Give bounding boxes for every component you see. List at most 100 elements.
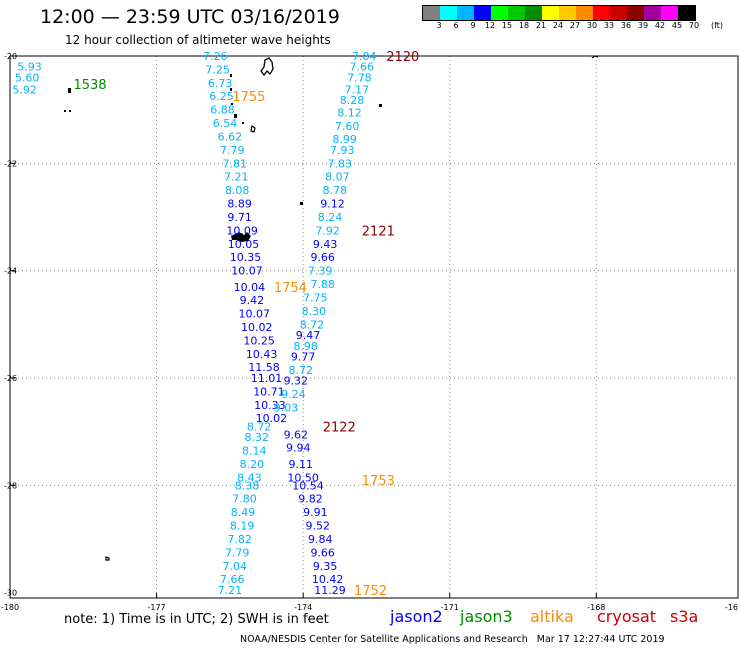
subtitle: 12 hour collection of altimeter wave hei… xyxy=(65,33,331,47)
colorbar-swatch xyxy=(457,6,474,20)
wave-height-label: 8.99 xyxy=(332,133,357,146)
wave-height-label: 7.88 xyxy=(310,278,335,291)
credit-text: NOAA/NESDIS Center for Satellite Applica… xyxy=(240,634,665,645)
wave-height-label: 10.71 xyxy=(253,385,285,398)
wave-height-label: 7.79 xyxy=(220,144,245,157)
wave-height-label: 10.35 xyxy=(230,251,262,264)
wave-height-label: 10.04 xyxy=(234,281,266,294)
wave-height-label: 11.29 xyxy=(314,584,346,597)
island-shape xyxy=(231,103,233,105)
wave-height-label: 9.66 xyxy=(310,251,335,264)
lat-tick-label: -28 xyxy=(4,481,17,490)
colorbar-swatch xyxy=(678,6,695,20)
wave-height-label: 8.24 xyxy=(318,211,343,224)
axis-labels: -20 -22 -24 -26 -28 -30 -180 -177 -174 -171 -168 -1… xyxy=(1,52,738,612)
wave-height-readings: 5.935.605.92 7.267.256.736.256.886.546.62… xyxy=(12,50,376,597)
island-shape xyxy=(260,57,274,77)
colorbar-swatch xyxy=(627,6,644,20)
island-shape xyxy=(68,88,71,93)
wave-height-label: 8.43 xyxy=(237,471,262,484)
lat-tick-label: -20 xyxy=(4,52,17,61)
page-title: 12:00 — 23:59 UTC 03/16/2019 xyxy=(40,6,340,28)
colorbar-label: 9 xyxy=(470,21,476,30)
wave-height-label: 7.66 xyxy=(220,573,245,586)
colorbar-label: 12 xyxy=(484,21,496,30)
wave-height-label: 8.89 xyxy=(227,198,252,211)
colorbar-swatch xyxy=(440,6,457,20)
map-border xyxy=(9,55,739,599)
grid-lines xyxy=(10,56,738,598)
land-outlines xyxy=(64,55,599,561)
colorbar-label: 42 xyxy=(654,21,666,30)
wave-height-label: 8.28 xyxy=(340,94,365,107)
wave-height-label: 10.09 xyxy=(226,224,258,237)
wave-height-label: 9.32 xyxy=(284,375,309,388)
wave-height-label: 6.62 xyxy=(218,130,243,143)
lon-tick-label: -177 xyxy=(147,603,165,612)
wave-height-label: 8.78 xyxy=(323,184,348,197)
wave-height-label: 5.92 xyxy=(12,83,37,96)
wave-height-label: 10.07 xyxy=(239,308,271,321)
wave-height-label: 11.01 xyxy=(251,372,283,385)
wave-height-label: 8.72 xyxy=(247,420,272,433)
legend-entry-s3a: s3a xyxy=(670,607,699,626)
lat-tick-label: -30 xyxy=(4,589,17,598)
wave-height-label: 8.72 xyxy=(300,318,325,331)
wave-height-label: 7.78 xyxy=(347,71,372,84)
colorbar-swatch xyxy=(576,6,593,20)
wave-height-label: 8.19 xyxy=(230,520,255,533)
wave-height-label: 9.24 xyxy=(281,388,306,401)
colorbar-swatch xyxy=(644,6,661,20)
wave-height-label: 7.21 xyxy=(218,584,243,597)
island-shape xyxy=(250,125,256,133)
colorbar-label: 36 xyxy=(620,21,632,30)
wave-height-label: 7.84 xyxy=(352,50,377,63)
island-shape xyxy=(230,88,232,91)
wave-height-label: 7.83 xyxy=(328,157,353,170)
lon-tick-label: -171 xyxy=(441,603,459,612)
wave-height-label: 10.42 xyxy=(312,573,344,586)
colorbar-swatch xyxy=(559,6,576,20)
wave-height-label: 7.04 xyxy=(223,560,248,573)
colorbar xyxy=(422,5,696,21)
wave-height-label: 10.54 xyxy=(292,479,324,492)
wave-height-label: 6.88 xyxy=(210,104,235,117)
wave-height-label: 11.58 xyxy=(248,361,280,374)
island-shape xyxy=(230,74,232,77)
wave-height-label: 8.08 xyxy=(225,184,250,197)
colorbar-label: 15 xyxy=(501,21,513,30)
colorbar-label: 45 xyxy=(671,21,683,30)
wave-height-label: 10.02 xyxy=(256,412,288,425)
wave-height-label: 10.25 xyxy=(243,334,275,347)
lon-tick-label: -180 xyxy=(1,603,19,612)
colorbar-swatch xyxy=(525,6,542,20)
colorbar-label: (ft) xyxy=(710,21,724,30)
wave-height-label: 9.94 xyxy=(286,442,311,455)
island-shape xyxy=(234,114,237,118)
wave-height-label: 8.07 xyxy=(325,171,350,184)
pass-time-label: 1752 xyxy=(354,584,387,599)
wave-height-label: 9.62 xyxy=(284,428,309,441)
wave-height-label: 8.38 xyxy=(235,479,260,492)
map-frame xyxy=(9,55,739,599)
wave-height-label: 9.91 xyxy=(303,506,328,519)
wave-height-label: 10.02 xyxy=(241,321,273,334)
wave-height-label: 8.49 xyxy=(231,506,256,519)
wave-height-label: 9.43 xyxy=(313,238,338,251)
pass-time-label: 2122 xyxy=(323,420,356,435)
wave-height-label: 7.82 xyxy=(227,533,252,546)
wave-height-label: 9.47 xyxy=(296,329,321,342)
lon-tick-label: -16 xyxy=(725,603,738,612)
wave-height-label: 7.75 xyxy=(303,291,328,304)
colorbar-label: 6 xyxy=(453,21,459,30)
colorbar-swatch xyxy=(542,6,559,20)
lon-tick-label: -168 xyxy=(587,603,605,612)
wave-height-label: 9.66 xyxy=(310,546,335,559)
colorbar-swatch xyxy=(423,6,440,20)
colorbar-label: 3 xyxy=(436,21,442,30)
wave-height-label: 9.42 xyxy=(240,294,265,307)
pass-time-label: 1755 xyxy=(232,90,265,105)
legend-entry-cryosat: cryosat xyxy=(597,607,657,626)
wave-height-label: 8.72 xyxy=(288,364,313,377)
wave-height-label: 7.92 xyxy=(315,224,340,237)
